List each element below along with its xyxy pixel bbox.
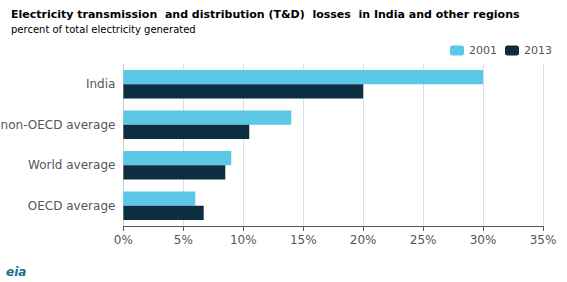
svg-text:10%: 10% [230, 233, 257, 247]
svg-text:35%: 35% [530, 233, 557, 247]
svg-text:30%: 30% [470, 233, 497, 247]
svg-text:India: India [86, 77, 115, 91]
svg-text:25%: 25% [410, 233, 437, 247]
svg-text:0%: 0% [114, 233, 133, 247]
svg-text:non-OECD average: non-OECD average [1, 118, 116, 132]
svg-text:20%: 20% [350, 233, 377, 247]
svg-text:Electricity transmission and: Electricity transmission and distributio… [11, 8, 520, 21]
svg-text:15%: 15% [290, 233, 317, 247]
svg-text:2001: 2001 [469, 44, 497, 57]
svg-text:OECD average: OECD average [28, 199, 116, 213]
svg-text:eia: eia [6, 265, 26, 279]
svg-text:percent of total electricity g: percent of total electricity generated [11, 24, 196, 35]
svg-text:World average: World average [28, 158, 115, 172]
svg-text:5%: 5% [174, 233, 193, 247]
svg-text:2013: 2013 [524, 44, 552, 57]
